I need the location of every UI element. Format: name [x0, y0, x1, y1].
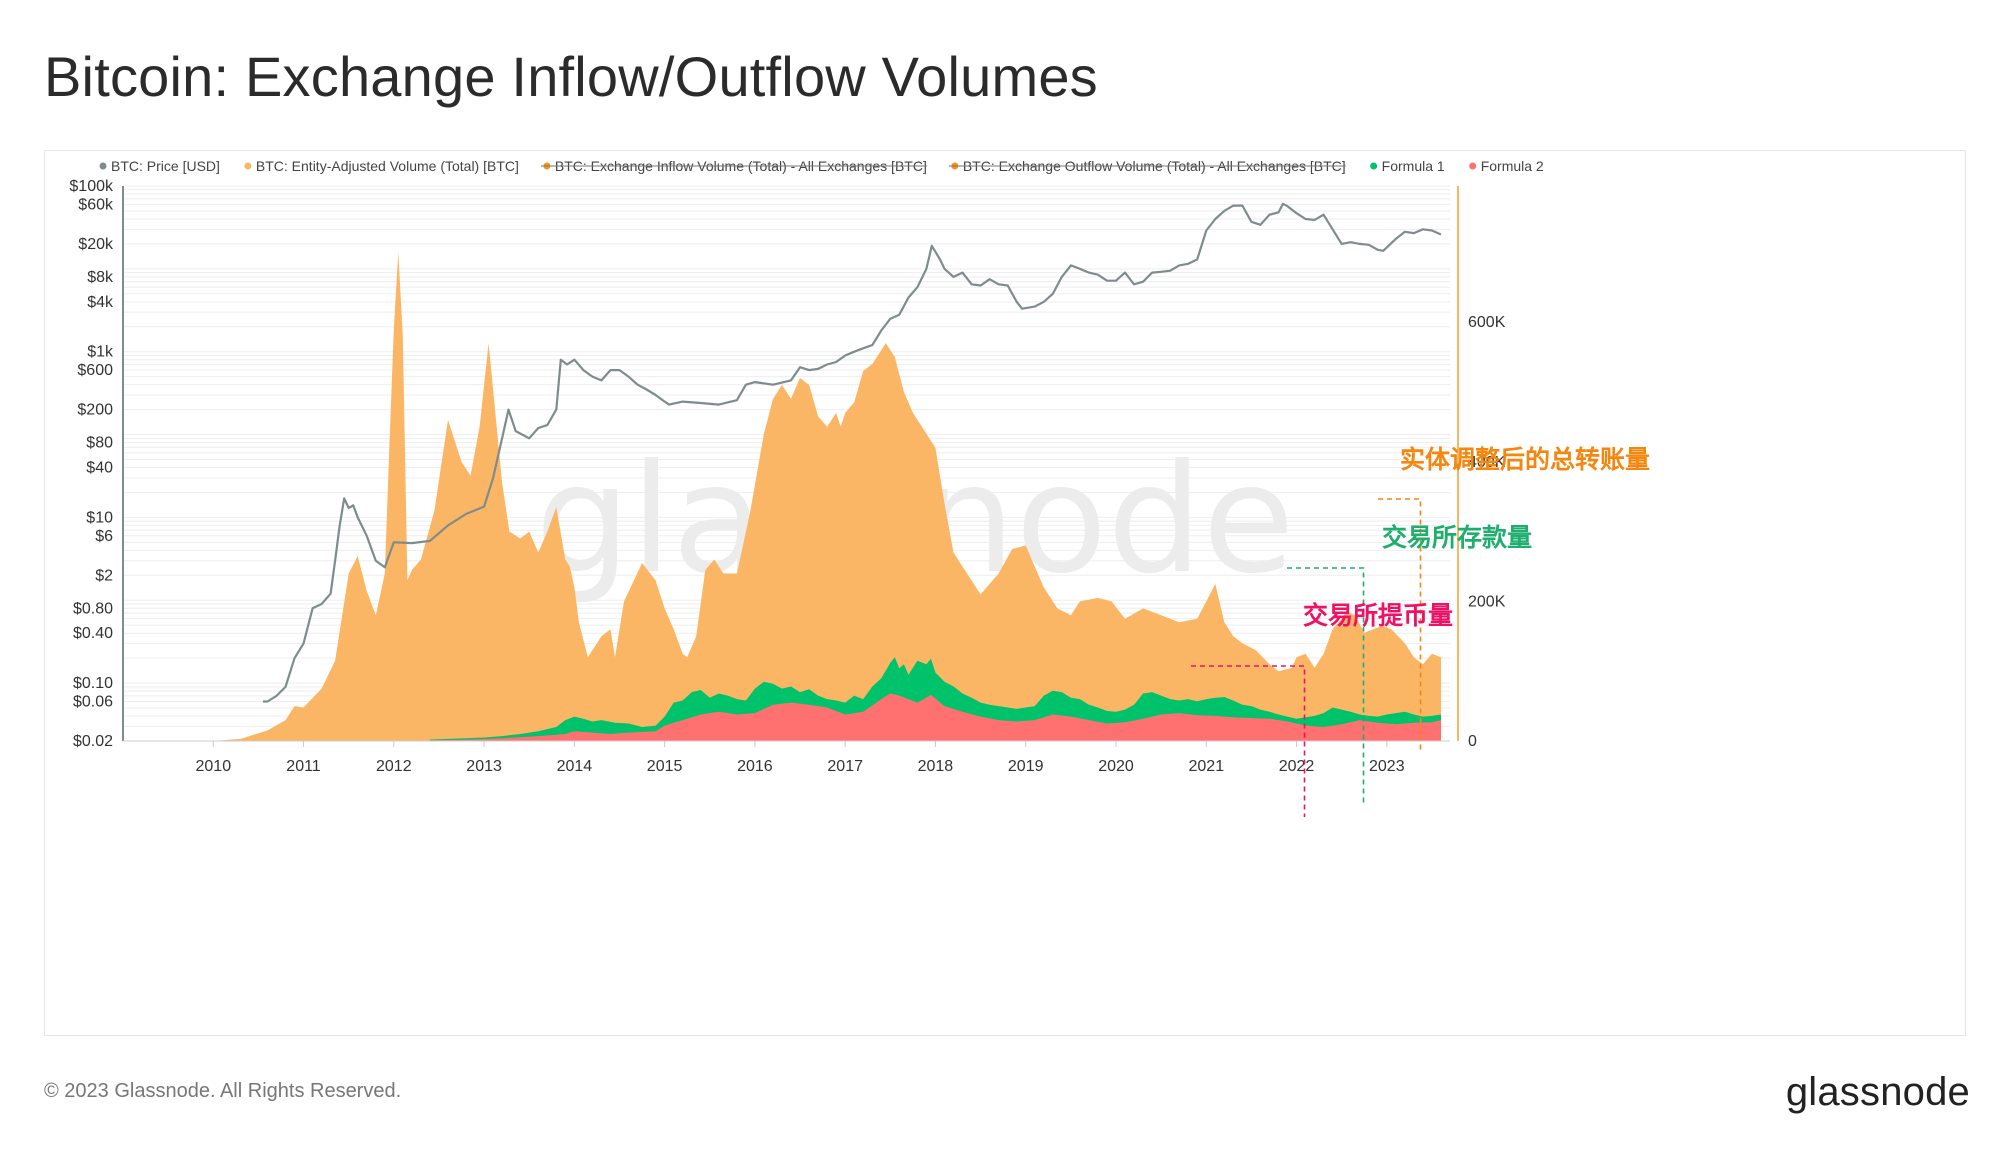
y-right-tick-label: 600K: [1468, 314, 1506, 331]
page-title: Bitcoin: Exchange Inflow/Outflow Volumes: [44, 45, 1098, 108]
y-left-tick-label: $0.40: [73, 625, 113, 642]
legend-marker: [1469, 162, 1477, 170]
formula2-area: [429, 693, 1441, 741]
x-tick-label: 2020: [1098, 758, 1134, 775]
y-left-tick-label: $1k: [87, 344, 114, 361]
y-left-tick-label: $60k: [78, 196, 114, 213]
x-tick-label: 2017: [827, 758, 863, 775]
legend-label: BTC: Price [USD]: [111, 158, 220, 174]
chart-svg: BTC: Price [USD] BTC: Entity-Adjusted Vol…: [69, 158, 1650, 817]
legend-item[interactable]: Formula 1: [1370, 158, 1445, 174]
axes: [122, 186, 1459, 742]
y-left-tick-label: $600: [77, 362, 113, 379]
y-left-tick-label: $2: [95, 567, 113, 584]
x-tick-label: 2021: [1189, 758, 1225, 775]
legend-item[interactable]: BTC: Entity-Adjusted Volume (Total) [BTC…: [244, 158, 519, 174]
annotation-leader: [1191, 665, 1306, 817]
legend-marker: [1370, 162, 1378, 170]
series-areas: [213, 252, 1441, 742]
x-tick-label: 2018: [918, 758, 954, 775]
y-right-tick-label: 0: [1468, 733, 1477, 750]
price-line: [262, 202, 1442, 703]
legend-label: BTC: Entity-Adjusted Volume (Total) [BTC…: [256, 158, 519, 174]
y-right-tick-label: 400K: [1468, 454, 1506, 471]
legend-item[interactable]: Formula 2: [1469, 158, 1544, 174]
x-tick-label: 2023: [1369, 758, 1405, 775]
x-tick-label: 2011: [286, 758, 321, 775]
x-tick-label: 2014: [557, 758, 593, 775]
x-tick-label: 2015: [647, 758, 683, 775]
legend-item[interactable]: BTC: Exchange Outflow Volume (Total) - A…: [948, 158, 1346, 174]
x-tick-label: 2012: [376, 758, 412, 775]
x-tick-label: 2019: [1008, 758, 1044, 775]
x-tick-label: 2022: [1279, 758, 1315, 775]
legend-marker: [99, 162, 107, 170]
annotation-label: 交易所存款量: [1382, 523, 1532, 552]
y-left-tick-label: $6: [95, 528, 113, 545]
legend-label: Formula 1: [1382, 158, 1445, 174]
y-left-tick-label: $10: [86, 509, 113, 526]
annotation-label: 交易所提币量: [1303, 601, 1453, 630]
y-left-tick-label: $8k: [87, 269, 114, 286]
y-left-tick-label: $20k: [78, 236, 114, 253]
legend: BTC: Price [USD] BTC: Entity-Adjusted Vol…: [99, 158, 1544, 174]
x-tick-label: 2010: [196, 758, 232, 775]
volume-area: [213, 252, 1441, 742]
x-tick-label: 2016: [737, 758, 773, 775]
legend-item[interactable]: BTC: Exchange Inflow Volume (Total) - Al…: [540, 158, 927, 174]
glassnode-logo[interactable]: glassnode: [1785, 1070, 1970, 1114]
price-series: [262, 202, 1442, 703]
tick-labels: $100k$60k $20k $8k $4k $1k$600 $200 $80 $40 $10 $…: [69, 178, 1505, 775]
y-left-tick-label: $0.80: [73, 600, 113, 617]
y-left-tick-label: $4k: [87, 294, 114, 311]
y-left-tick-label: $200: [77, 402, 113, 419]
x-tick-label: 2013: [466, 758, 502, 775]
y-left-tick-label: $0.06: [73, 694, 113, 711]
legend-label: Formula 2: [1481, 158, 1544, 174]
y-left-tick-label: $100k: [69, 178, 114, 195]
chart-panel: BTC: Price [USD] BTC: Entity-Adjusted Vol…: [44, 150, 1966, 1036]
annotation-leader: [1378, 498, 1422, 750]
annotation-leader: [1287, 567, 1365, 805]
y-left-tick-label: $0.02: [73, 733, 113, 750]
legend-marker: [244, 162, 252, 170]
copyright-text: © 2023 Glassnode. All Rights Reserved.: [44, 1080, 402, 1102]
y-left-tick-label: $40: [86, 460, 113, 477]
annotation-label: 实体调整后的总转账量: [1400, 445, 1650, 474]
y-left-tick-label: $80: [86, 435, 113, 452]
legend-item[interactable]: BTC: Price [USD]: [99, 158, 220, 174]
y-left-tick-label: $0.10: [73, 675, 113, 692]
y-right-tick-label: 200K: [1468, 593, 1506, 610]
